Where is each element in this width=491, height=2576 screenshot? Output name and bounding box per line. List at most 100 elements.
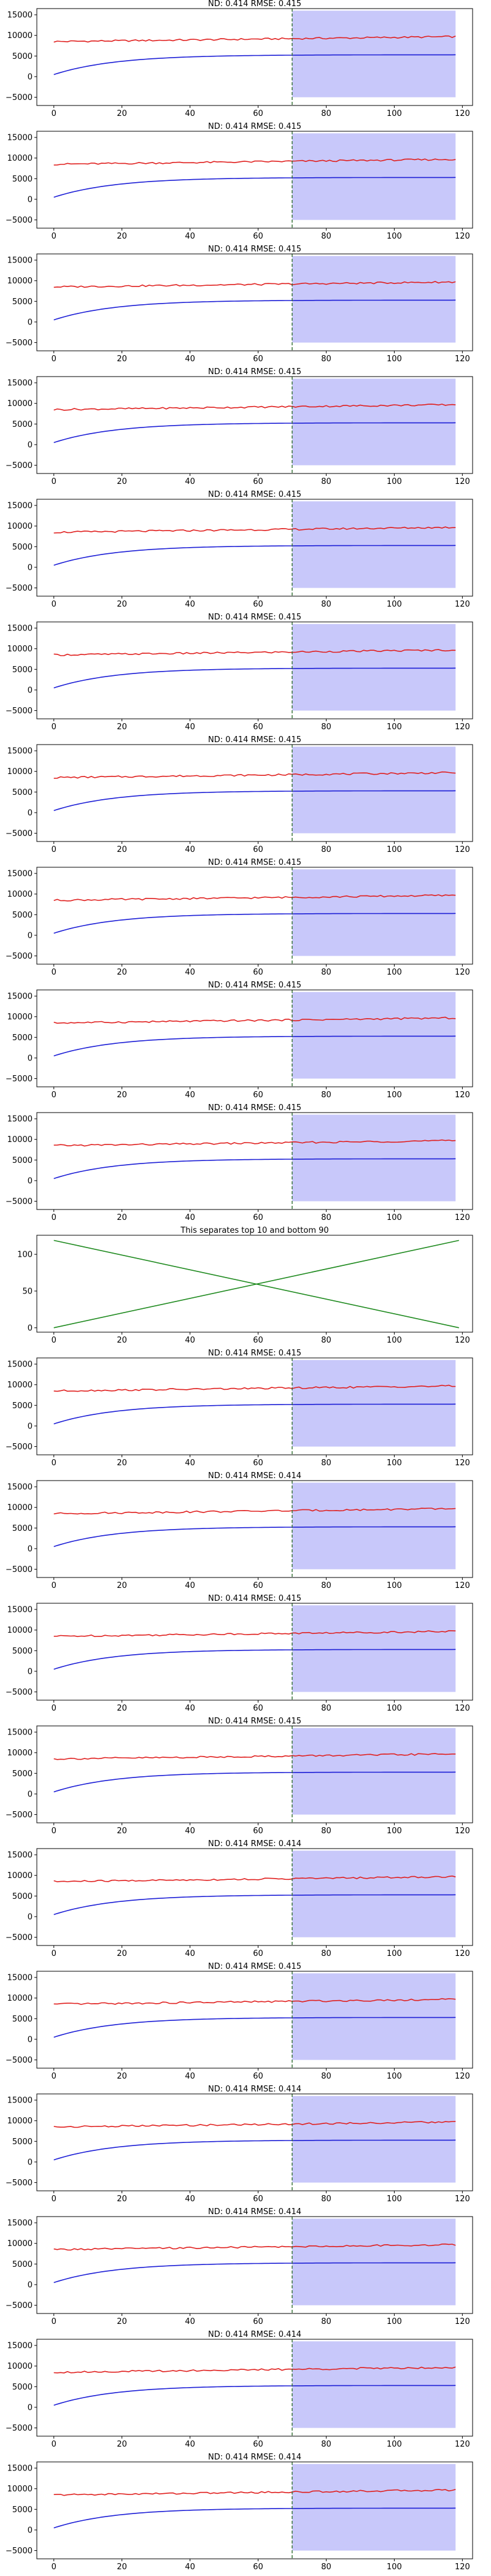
x-tick-label: 60 — [253, 477, 263, 486]
chart-panel-5: ND: 0.414 RMSE: 0.415 0 20 40 60 80 100 120 −500… — [6, 490, 473, 609]
chart-title: ND: 0.414 RMSE: 0.414 — [208, 2085, 301, 2094]
x-tick-label: 120 — [455, 2440, 470, 2449]
y-tick-label: 15000 — [7, 1606, 33, 1615]
forecast-series-line — [53, 667, 456, 689]
target-series-line — [53, 35, 456, 43]
x-tick-label: 20 — [117, 723, 127, 732]
x-tick-label: 100 — [387, 2072, 402, 2081]
x-tick-label: 40 — [185, 1704, 195, 1713]
axes-frame — [36, 131, 473, 229]
y-tick-label: 5000 — [12, 1769, 33, 1779]
x-tick-label: 20 — [117, 109, 127, 118]
y-tick-label: 0 — [28, 1790, 33, 1799]
x-tick-label: 80 — [321, 1213, 331, 1222]
forecast-series-line — [53, 913, 456, 934]
x-tick-label: 60 — [253, 968, 263, 977]
target-series-line — [53, 526, 456, 534]
y-tick-label: 0 — [28, 1544, 33, 1554]
y-tick-label: 0 — [28, 2035, 33, 2044]
x-tick-label: 20 — [117, 2563, 127, 2572]
axes-frame — [36, 1357, 473, 1455]
y-tick-label: 0 — [28, 1422, 33, 1431]
x-tick-label: 60 — [253, 600, 263, 609]
y-tick-label: 10000 — [7, 2485, 33, 2494]
y-tick-label: 5000 — [12, 2383, 33, 2392]
x-tick-label: 120 — [455, 109, 470, 118]
x-tick-label: 60 — [253, 1336, 263, 1345]
x-tick-label: 60 — [253, 2317, 263, 2326]
confidence-band — [292, 256, 456, 343]
x-tick-label: 100 — [387, 477, 402, 486]
axes-frame — [36, 1603, 473, 1701]
chart-title: ND: 0.414 RMSE: 0.415 — [208, 735, 301, 745]
y-tick-label: −5000 — [6, 1565, 33, 1574]
y-tick-label: 15000 — [7, 11, 33, 20]
y-tick-label: 5000 — [12, 2137, 33, 2147]
y-tick-label: −5000 — [6, 2424, 33, 2433]
forecast-series-line — [53, 2262, 456, 2283]
x-tick-label: 20 — [117, 1581, 127, 1590]
x-tick-label: 0 — [52, 1949, 56, 1958]
y-tick-label: 10000 — [7, 890, 33, 899]
confidence-band — [292, 1114, 456, 1202]
x-tick-label: 80 — [321, 600, 331, 609]
x-tick-label: 0 — [52, 1213, 56, 1222]
x-tick-label: 120 — [455, 968, 470, 977]
x-tick-label: 20 — [117, 968, 127, 977]
y-tick-label: 10000 — [7, 31, 33, 40]
target-series-line — [53, 1139, 456, 1147]
x-tick-label: 60 — [253, 1704, 263, 1713]
y-tick-label: −5000 — [6, 584, 33, 593]
y-tick-label: 15000 — [7, 747, 33, 756]
y-tick-label: 10000 — [7, 1381, 33, 1390]
axes-frame — [36, 2093, 473, 2191]
y-tick-label: 5000 — [12, 1401, 33, 1411]
x-tick-label: 0 — [52, 477, 56, 486]
x-tick-label: 20 — [117, 1213, 127, 1222]
y-tick-label: −5000 — [6, 952, 33, 961]
x-tick-label: 80 — [321, 723, 331, 732]
x-tick-label: 60 — [253, 2072, 263, 2081]
forecast-series-line — [53, 422, 456, 443]
x-tick-label: 120 — [455, 2072, 470, 2081]
confidence-band — [292, 10, 456, 98]
x-tick-label: 100 — [387, 232, 402, 241]
confidence-band — [292, 378, 456, 466]
confidence-band — [292, 2096, 456, 2183]
forecast-series-line — [53, 299, 456, 321]
x-tick-label: 40 — [185, 2072, 195, 2081]
axes-frame — [36, 1480, 473, 1578]
chart-panel-19: ND: 0.414 RMSE: 0.414 0 20 40 60 80 100 120 −500… — [6, 2207, 473, 2326]
x-tick-label: 0 — [52, 355, 56, 364]
x-tick-label: 120 — [455, 1336, 470, 1345]
chart-panel-7: ND: 0.414 RMSE: 0.415 0 20 40 60 80 100 120 −500… — [6, 735, 473, 854]
axes-frame — [36, 8, 473, 106]
x-tick-label: 100 — [387, 723, 402, 732]
axes-frame — [36, 2339, 473, 2437]
y-tick-label: 5000 — [12, 420, 33, 429]
y-tick-label: 10000 — [7, 399, 33, 408]
x-tick-label: 20 — [117, 232, 127, 241]
x-tick-label: 80 — [321, 2440, 331, 2449]
confidence-band — [292, 2341, 456, 2428]
x-tick-label: 100 — [387, 1213, 402, 1222]
y-tick-label: 10000 — [7, 522, 33, 531]
y-tick-label: 10000 — [7, 2239, 33, 2248]
y-tick-label: 15000 — [7, 1483, 33, 1492]
target-series-line — [53, 1998, 456, 2005]
y-tick-label: 5000 — [12, 1892, 33, 1901]
forecast-series-line — [53, 1771, 456, 1793]
y-tick-label: −5000 — [6, 2179, 33, 2188]
y-tick-label: 0 — [28, 1912, 33, 1922]
y-tick-label: 0 — [28, 931, 33, 940]
axes-frame — [36, 2216, 473, 2314]
y-tick-label: 10000 — [7, 1503, 33, 1512]
chart-title: ND: 0.414 RMSE: 0.415 — [208, 122, 301, 131]
x-tick-label: 40 — [185, 2563, 195, 2572]
x-tick-label: 100 — [387, 1704, 402, 1713]
x-tick-label: 0 — [52, 1091, 56, 1100]
x-tick-label: 80 — [321, 1704, 331, 1713]
y-tick-label: 0 — [28, 563, 33, 572]
x-tick-label: 40 — [185, 600, 195, 609]
y-tick-label: 0 — [28, 2526, 33, 2535]
